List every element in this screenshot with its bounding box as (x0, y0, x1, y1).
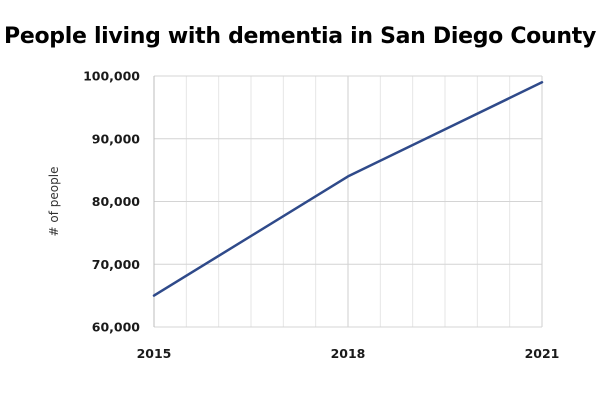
y-tick-labels: 60,000 70,000 80,000 90,000 100,000 (83, 69, 140, 335)
series-line (152, 81, 544, 297)
plot-area (152, 75, 544, 328)
x-tick-labels: 2015 2018 2021 (137, 346, 560, 361)
y-tick-label: 90,000 (92, 131, 141, 146)
series-lines (152, 81, 544, 297)
y-axis-label: # of people (47, 167, 61, 237)
grid-lines (153, 75, 543, 328)
y-tick-label: 80,000 (92, 194, 141, 209)
y-tick-label: 60,000 (92, 320, 141, 335)
y-tick-label: 100,000 (83, 69, 140, 84)
y-tick-label: 70,000 (92, 257, 141, 272)
x-tick-label: 2021 (525, 346, 560, 361)
x-tick-label: 2018 (331, 346, 366, 361)
x-tick-label: 2015 (137, 346, 172, 361)
chart-title: People living with dementia in San Diego… (4, 24, 596, 49)
